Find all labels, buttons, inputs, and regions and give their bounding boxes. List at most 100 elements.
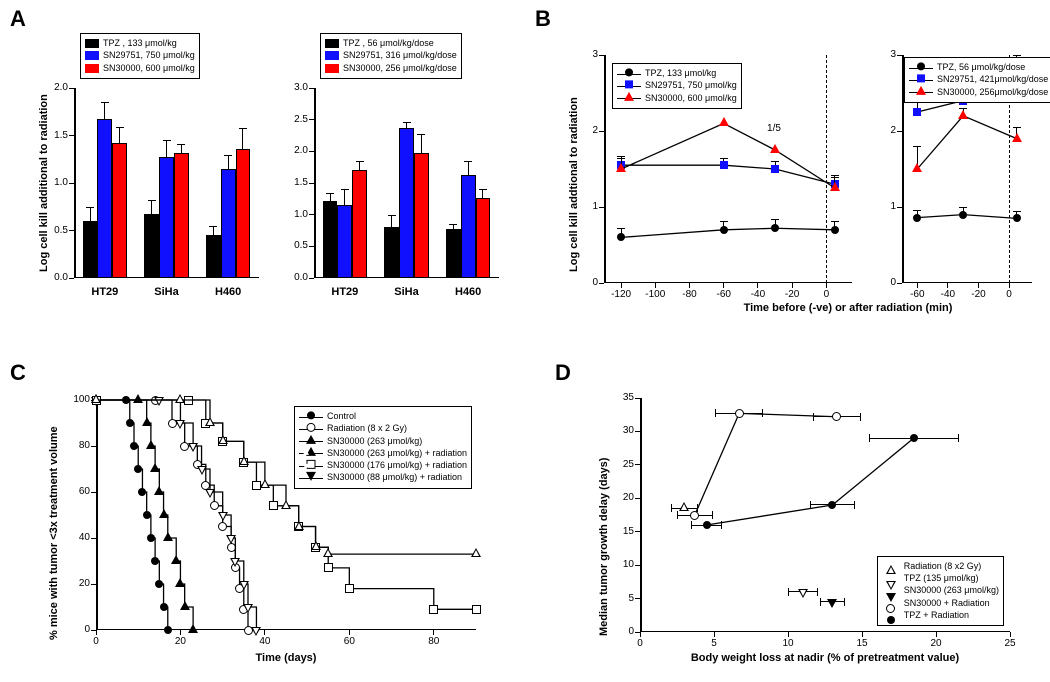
legend-label: SN30000, 256μmol/kg/dose bbox=[937, 87, 1048, 98]
legend-row: SN30000, 256μmol/kg/dose bbox=[909, 87, 1048, 98]
marker-tri-uo bbox=[471, 548, 481, 557]
legend-row: SN30000, 600 μmol/kg bbox=[617, 93, 737, 104]
legend-row: TPZ (135 μmol/kg) bbox=[882, 573, 999, 584]
marker-tri-do bbox=[306, 472, 316, 481]
marker-tri-uo bbox=[260, 479, 270, 488]
legend-swatch bbox=[299, 424, 323, 434]
legend: TPZ , 56 μmol/kg/doseSN29751, 316 μmol/k… bbox=[320, 33, 462, 79]
legend-row: TPZ , 56 μmol/kg/dose bbox=[325, 38, 457, 49]
bar bbox=[399, 128, 414, 278]
marker-circle-o bbox=[735, 409, 744, 418]
legend-row: TPZ + Radiation bbox=[882, 610, 999, 621]
legend-label: SN30000, 256 μmol/kg/dose bbox=[343, 63, 457, 74]
legend-label: TPZ, 133 μmol/kg bbox=[645, 68, 716, 79]
marker-tri-uf bbox=[770, 144, 780, 153]
legend: TPZ, 133 μmol/kgSN29751, 750 μmol/kg SN30… bbox=[612, 63, 742, 109]
marker-tri-uo bbox=[306, 447, 316, 456]
marker-tri-uo bbox=[91, 394, 101, 403]
marker-tri-uo bbox=[679, 502, 689, 511]
marker-tri-uf bbox=[916, 86, 926, 95]
legend-label: SN30000 (263 μmol/kg) bbox=[904, 585, 999, 596]
legend-row: Radiation (8 x 2 Gy) bbox=[299, 423, 467, 434]
plot-area: 0123-60-40-2001/3TPZ, 56 μmol/kg/doseSN2… bbox=[902, 55, 1032, 283]
legend-row: SN30000 (263 μmol/kg) bbox=[882, 585, 999, 596]
marker-circle-f bbox=[307, 411, 315, 419]
marker-circle-f bbox=[910, 434, 918, 442]
panel-label-A: A bbox=[10, 6, 26, 32]
legend-label: TPZ , 56 μmol/kg/dose bbox=[343, 38, 434, 49]
marker-square-f bbox=[917, 74, 925, 82]
legend-swatch bbox=[909, 75, 933, 85]
legend-row: SN30000, 600 μmol/kg bbox=[85, 63, 195, 74]
marker-circle-f bbox=[625, 68, 633, 76]
bar bbox=[144, 214, 159, 278]
marker-tri-uo bbox=[281, 500, 291, 509]
legend-row: SN29751, 421μmol/kg/dose bbox=[909, 74, 1048, 85]
marker-tri-uo bbox=[239, 456, 249, 465]
legend-swatch bbox=[299, 473, 323, 483]
cat-label: HT29 bbox=[323, 286, 367, 298]
legend: Radiation (8 x2 Gy)TPZ (135 μmol/kg)SN30… bbox=[877, 556, 1004, 626]
annotation: 1/5 bbox=[767, 123, 781, 134]
legend-label: SN30000 (176 μmol/kg) + radiation bbox=[327, 460, 467, 471]
legend-swatch bbox=[617, 93, 641, 103]
marker-tri-uf bbox=[624, 92, 634, 101]
legend-label: TPZ (135 μmol/kg) bbox=[904, 573, 979, 584]
bar bbox=[174, 153, 189, 278]
bar bbox=[337, 205, 352, 278]
marker-tri-uo bbox=[218, 435, 228, 444]
bar bbox=[323, 201, 338, 278]
bar bbox=[446, 229, 461, 278]
B-xlabel: Time before (-ve) or after radiation (mi… bbox=[668, 302, 1028, 314]
legend-label: SN29751, 750 μmol/kg bbox=[645, 80, 737, 91]
legend-label: SN29751, 750 μmol/kg bbox=[103, 50, 195, 61]
legend-label: TPZ, 56 μmol/kg/dose bbox=[937, 62, 1025, 73]
marker-circle-o bbox=[690, 511, 699, 520]
bar bbox=[384, 227, 399, 278]
legend-label: TPZ , 133 μmol/kg bbox=[103, 38, 177, 49]
legend-row: SN30000 (176 μmol/kg) + radiation bbox=[299, 460, 467, 471]
legend-label: SN29751, 421μmol/kg/dose bbox=[937, 74, 1048, 85]
plot-area: 0.00.51.01.52.0HT29SiHaH460TPZ , 133 μmo… bbox=[74, 88, 259, 278]
marker-tri-do bbox=[798, 589, 808, 598]
legend-label: SN30000 + Radiation bbox=[904, 598, 990, 609]
marker-circle-f bbox=[917, 62, 925, 70]
bar bbox=[236, 149, 251, 278]
D-ylabel: Median tumor growth delay (days) bbox=[598, 458, 610, 636]
marker-tri-df bbox=[827, 599, 837, 608]
bar bbox=[206, 235, 221, 278]
legend-row: SN30000 (88 μmol/kg) + radiation bbox=[299, 472, 467, 483]
marker-tri-uo bbox=[175, 394, 185, 403]
panel-label-D: D bbox=[555, 360, 571, 386]
bar bbox=[159, 157, 174, 278]
legend-label: TPZ + Radiation bbox=[904, 610, 969, 621]
marker-circle-o bbox=[886, 604, 895, 613]
legend-swatch bbox=[617, 69, 641, 79]
legend-row: Radiation (8 x2 Gy) bbox=[882, 561, 999, 572]
legend-swatch bbox=[299, 412, 323, 422]
legend-swatch bbox=[617, 81, 641, 91]
C-xlabel: Time (days) bbox=[96, 652, 476, 664]
bar bbox=[352, 170, 367, 278]
legend: TPZ, 56 μmol/kg/doseSN29751, 421μmol/kg/… bbox=[904, 57, 1050, 103]
marker-tri-uf bbox=[616, 163, 626, 172]
D-xlabel: Body weight loss at nadir (% of pretreat… bbox=[640, 652, 1010, 664]
legend-row: SN29751, 316 μmol/kg/dose bbox=[325, 50, 457, 61]
bar bbox=[414, 153, 429, 278]
marker-tri-uo bbox=[886, 565, 896, 574]
marker-tri-uf bbox=[912, 163, 922, 172]
marker-tri-uo bbox=[294, 521, 304, 530]
legend: ControlRadiation (8 x 2 Gy)SN30000 (263 … bbox=[294, 406, 472, 489]
cat-label: H460 bbox=[446, 286, 490, 298]
legend-swatch bbox=[299, 448, 323, 458]
legend-row: TPZ, 56 μmol/kg/dose bbox=[909, 62, 1048, 73]
legend-swatch bbox=[909, 63, 933, 73]
marker-tri-uf bbox=[1012, 133, 1022, 142]
cat-label: H460 bbox=[206, 286, 250, 298]
marker-tri-uf bbox=[830, 182, 840, 191]
legend-row: SN29751, 750 μmol/kg bbox=[85, 50, 195, 61]
marker-circle-f bbox=[887, 616, 895, 624]
legend-row: SN30000 + Radiation bbox=[882, 598, 999, 609]
plot-area: 0.00.51.01.52.02.53.0HT29SiHaH460TPZ , 5… bbox=[314, 88, 499, 278]
plot-area: 020406080100020406080ControlRadiation (8… bbox=[96, 400, 476, 630]
